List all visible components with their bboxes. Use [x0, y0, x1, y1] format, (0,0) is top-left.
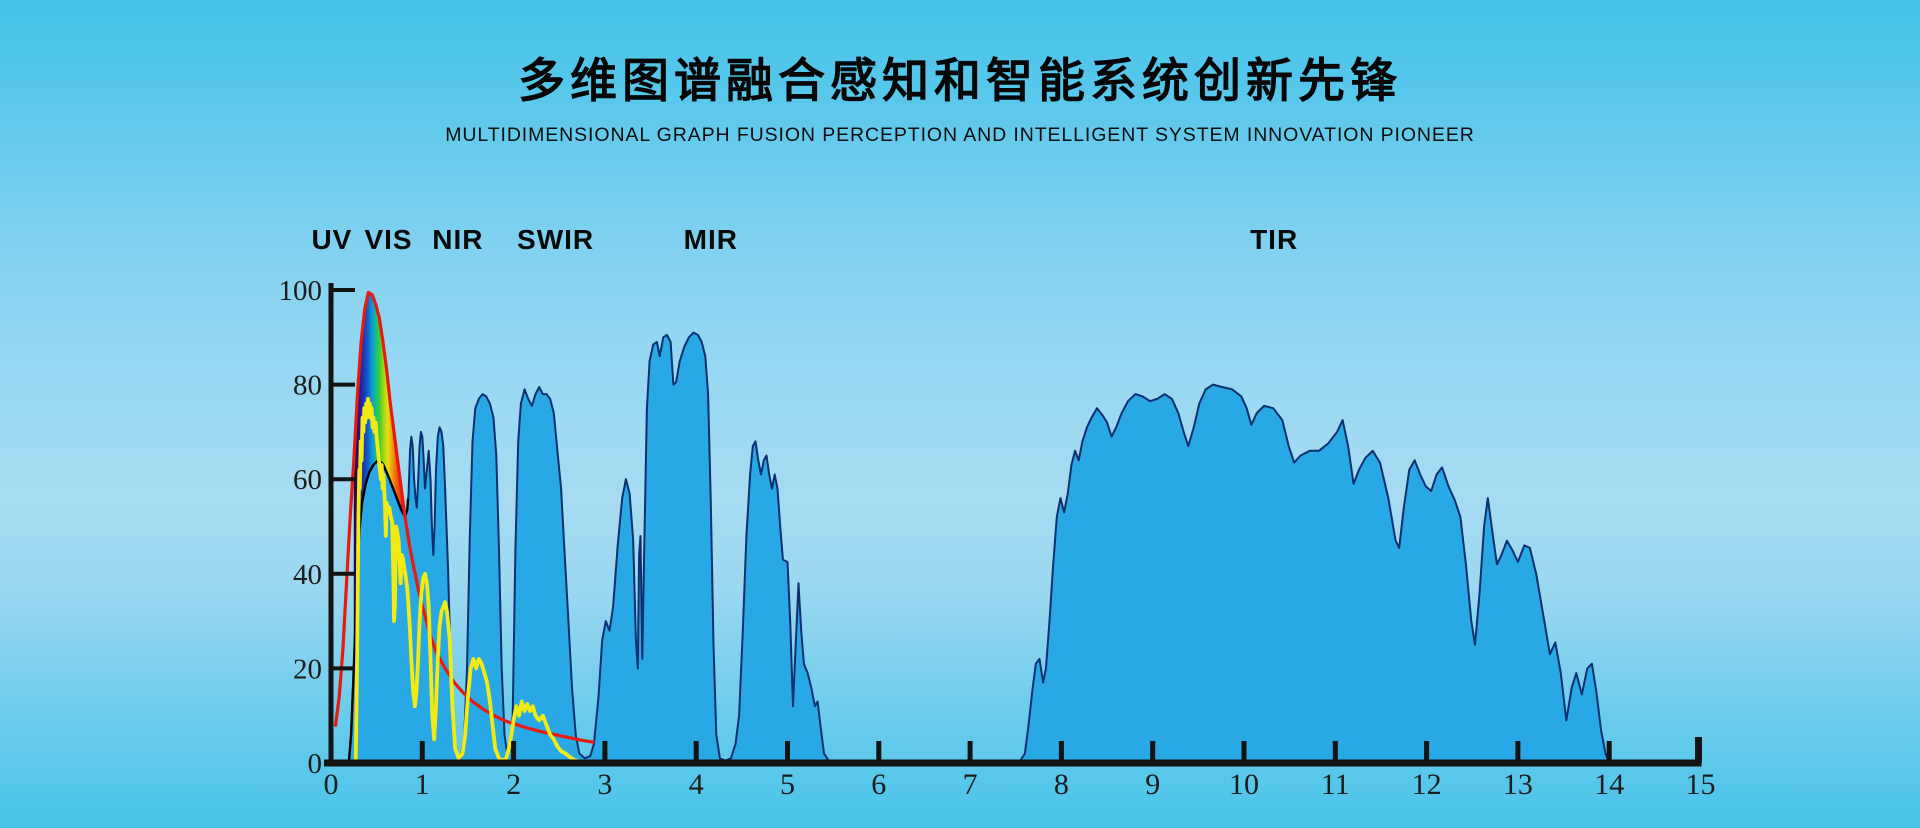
x-tick-label: 0	[324, 768, 339, 801]
y-tick-label: 60	[293, 464, 322, 496]
x-tick-label: 13	[1503, 768, 1533, 801]
y-tick-label: 20	[293, 653, 322, 685]
x-tick-label: 12	[1412, 768, 1442, 801]
rainbow-spectrum-band	[353, 292, 404, 669]
x-tick-label: 6	[871, 768, 886, 801]
page-header: 多维图谱融合感知和智能系统创新先锋 MULTIDIMENSIONAL GRAPH…	[0, 54, 1920, 147]
solar-spectrum-curve	[353, 396, 582, 765]
x-tick-label: 5	[780, 768, 795, 801]
y-tick-label: 40	[293, 559, 322, 591]
y-tick-label: 100	[279, 275, 323, 307]
page-subtitle: MULTIDIMENSIONAL GRAPH FUSION PERCEPTION…	[445, 124, 1475, 147]
x-tick-label: 9	[1145, 768, 1160, 801]
x-tick-label: 4	[689, 768, 704, 801]
x-tick-label: 3	[597, 768, 612, 801]
x-tick-label: 7	[963, 768, 978, 801]
y-tick-label: 80	[293, 370, 322, 402]
x-tick-label: 8	[1054, 768, 1069, 801]
blackbody-curve	[334, 290, 595, 744]
page-title: 多维图谱融合感知和智能系统创新先锋	[518, 54, 1402, 107]
transmission-area	[347, 331, 1611, 764]
x-tick-label: 15	[1686, 768, 1716, 801]
x-tick-label: 1	[415, 768, 430, 801]
x-tick-label: 2	[506, 768, 521, 801]
y-tick-label: 0	[308, 748, 323, 780]
x-tick-label: 11	[1321, 768, 1350, 801]
x-tick-label: 10	[1229, 768, 1259, 801]
x-tick-label: 14	[1594, 768, 1624, 801]
